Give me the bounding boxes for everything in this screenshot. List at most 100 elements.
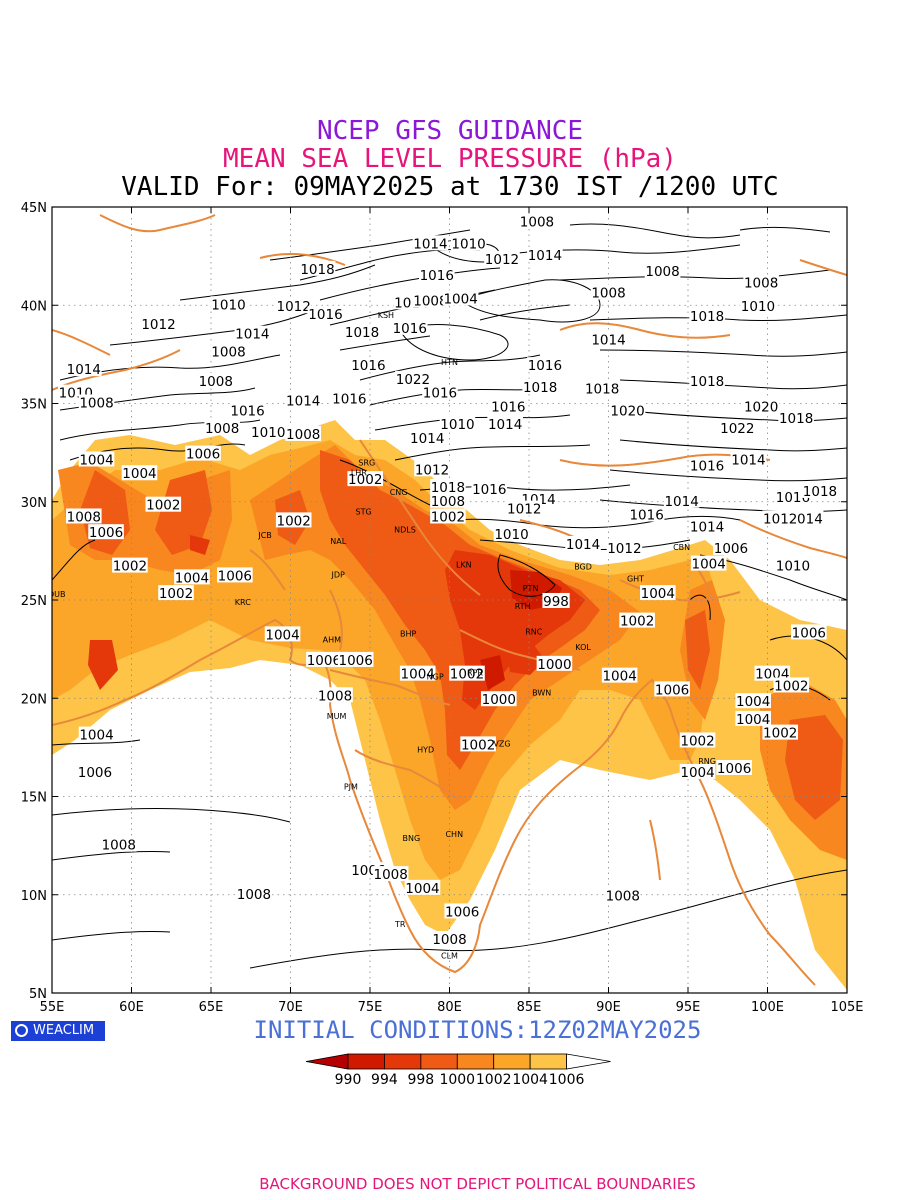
isobar-label: 1008 — [286, 427, 320, 443]
isobar-label-box — [730, 451, 767, 467]
tick-label-lon: 105E — [830, 1000, 863, 1015]
isobar-label: 1022 — [396, 372, 430, 388]
colorbar-low-triangle — [305, 1053, 349, 1070]
colorbar-label: 1002 — [476, 1072, 512, 1088]
isobar-label-box — [522, 378, 558, 394]
isobar-label: 1002 — [680, 733, 714, 749]
isobar-label: 1000 — [482, 692, 516, 708]
city-code-label: SRG — [358, 458, 375, 467]
isobar-label: 1004 — [79, 728, 113, 744]
isobar-label-box — [158, 585, 194, 601]
initial-conditions-label: INITIAL CONDITIONS:12Z02MAY2025 — [253, 1016, 702, 1044]
isobar-label-box — [460, 736, 496, 752]
isobar-label-box — [506, 500, 543, 516]
isobar-label: 1020 — [610, 403, 644, 419]
weaclim-badge: WEACLIM — [11, 1021, 105, 1041]
isobar-label: 1010 — [741, 299, 775, 315]
isobar-label: 1012 — [485, 252, 519, 268]
isobar-label-box — [565, 535, 601, 551]
isobar-label: 1018 — [431, 480, 465, 496]
isobar-label-box — [471, 480, 508, 496]
tick-label-lat: 20N — [21, 692, 47, 707]
isobar-label: 1004 — [79, 452, 113, 468]
isobar-label: 1016 — [308, 307, 342, 323]
tick-label-lat: 40N — [21, 299, 47, 314]
isobar-label: 1002 — [774, 678, 808, 694]
isobar-label: 1008 — [102, 838, 136, 854]
isobar-label-box — [519, 213, 555, 229]
isobar-label-box — [754, 665, 791, 681]
isobar-label: 1006 — [339, 653, 373, 669]
isobar-label-box — [414, 461, 450, 477]
map-title-model: NCEP GFS GUIDANCE — [316, 116, 584, 146]
isobar-label-box — [285, 392, 322, 408]
isobar-label-box — [372, 866, 409, 882]
isobar-label-box — [217, 567, 253, 583]
isobar-label: 1008 — [237, 887, 271, 903]
isobar-label-box — [145, 496, 182, 512]
isobar-label-box — [527, 357, 563, 373]
isobar-label-box — [605, 887, 641, 903]
tick-label-lon: 75E — [358, 1000, 383, 1015]
city-code-label: BGD — [574, 563, 592, 572]
city-code-label: BNG — [403, 834, 421, 843]
tick-label-lon: 60E — [119, 1000, 144, 1015]
city-code-label: NGP — [427, 673, 444, 682]
isobar-label: 1010 — [440, 417, 474, 433]
isobar-label-box — [689, 308, 725, 324]
tick-label-lon: 65E — [199, 1000, 224, 1015]
city-code-label: CHN — [445, 830, 463, 839]
isobar-label-box — [689, 372, 725, 388]
city-code-label: VZG — [493, 739, 510, 748]
tick-label-lon: 85E — [517, 1000, 542, 1015]
isobar-label: 1010 — [451, 236, 485, 252]
isobar-label-box — [609, 402, 646, 418]
isobar-label: 1002 — [348, 472, 382, 488]
isobar-label-box — [112, 557, 148, 573]
isobar-label: 1014 — [410, 431, 444, 447]
isobar-label-box — [628, 506, 665, 522]
isobar-label: 1008 — [413, 293, 447, 309]
isobar-label: 1014 — [731, 452, 765, 468]
isobar-label: 1014 — [488, 417, 522, 433]
isobar-label-box — [439, 416, 476, 432]
isobar-label-box — [210, 296, 247, 312]
isobar-label: 1002 — [763, 726, 797, 742]
isobar-label-box — [740, 298, 776, 314]
isobar-label-box — [663, 492, 700, 508]
isobar-label-box — [404, 879, 441, 895]
isobar-label: 1014 — [67, 362, 101, 378]
colorbar-box — [529, 1053, 567, 1070]
isobar-label: 1018 — [523, 380, 557, 396]
city-code-label: CNG — [390, 488, 408, 497]
isobar-label: 1002 — [113, 559, 147, 575]
isobar-label-box — [174, 569, 210, 585]
colorbar-label: 1006 — [549, 1072, 585, 1088]
colorbar: 990 994 998 1000 1002 1004 1006 — [305, 1053, 611, 1088]
isobar-label-box — [395, 370, 431, 386]
isobar-label: 1002 — [159, 586, 193, 602]
isobar-label: 1016 — [528, 358, 562, 374]
isobar-label: 1018 — [300, 262, 334, 278]
city-code-label: STG — [356, 508, 372, 517]
tick-label-lat: 10N — [21, 889, 47, 904]
isobar-label: 1006 — [655, 682, 689, 698]
isobar-label-box — [654, 681, 690, 697]
colorbar-label: 994 — [371, 1072, 398, 1088]
city-code-label: AHM — [323, 635, 341, 644]
colorbar-box — [493, 1053, 531, 1070]
isobar-label: 1014 — [528, 248, 562, 264]
isobar-label-box — [121, 465, 158, 481]
isobar-label: 1018 — [690, 374, 724, 390]
isobar-label: 1008 — [79, 396, 113, 412]
tick-label-lat: 45N — [21, 201, 47, 216]
city-code-label: KSH — [378, 311, 394, 320]
city-code-label: CBN — [673, 543, 690, 552]
tick-label-lon: 100E — [751, 1000, 784, 1015]
isobar-label-box — [639, 585, 676, 601]
isobar-label-box — [409, 429, 446, 445]
isobar-label: 1004 — [265, 627, 299, 643]
map-plot-area: 1008 1006 1004 1010 1008 1008 1010 1008 1014 1012… — [52, 207, 847, 993]
city-code-label: PJM — [344, 783, 358, 792]
